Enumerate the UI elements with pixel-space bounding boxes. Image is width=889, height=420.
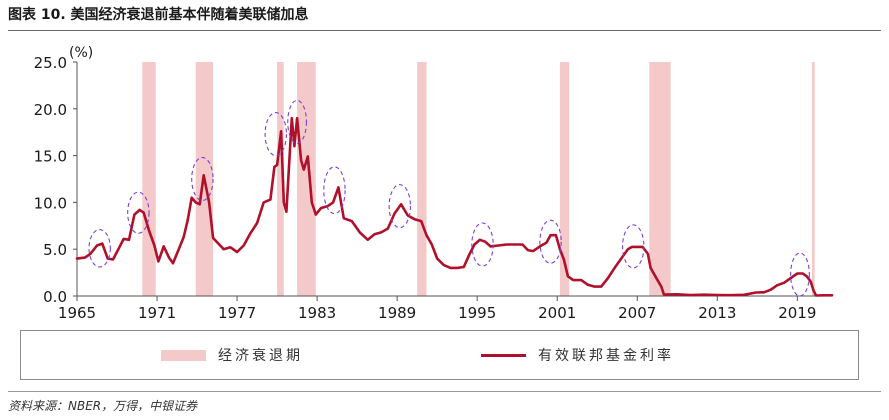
highlight-ellipse-2 bbox=[191, 156, 214, 202]
recession-band-7 bbox=[811, 62, 815, 296]
source-note: 资料来源：NBER，万得，中银证券 bbox=[8, 399, 198, 413]
legend-swatch-rate bbox=[481, 353, 526, 357]
x-tick-label-0: 1965 bbox=[58, 304, 96, 322]
x-tick-label-8: 2013 bbox=[698, 304, 736, 322]
recession-band-0 bbox=[142, 62, 156, 296]
x-tick-label-1: 1971 bbox=[138, 304, 176, 322]
x-tick-label-4: 1989 bbox=[378, 304, 416, 322]
highlight-ellipse-3 bbox=[264, 111, 287, 157]
legend-label-rate: 有效联邦基金利率 bbox=[538, 348, 674, 364]
x-tick-label-9: 2019 bbox=[778, 304, 816, 322]
recession-band-4 bbox=[417, 62, 427, 296]
highlight-ellipse-5 bbox=[323, 166, 346, 215]
highlight-ellipse-0 bbox=[88, 228, 111, 268]
x-tick-label-5: 1995 bbox=[458, 304, 496, 322]
highlight-ellipse-1 bbox=[127, 191, 150, 234]
highlight-ellipse-10 bbox=[790, 252, 810, 297]
highlight-ellipse-6 bbox=[388, 184, 412, 229]
recession-band-5 bbox=[559, 62, 570, 296]
fed-funds-rate-chart: 0.0 5.0 10.0 15.0 20.0 25.0(%) 1965 1971 1977 198… bbox=[34, 45, 834, 322]
recession-bands bbox=[142, 62, 815, 296]
title-divider bbox=[8, 30, 881, 31]
footer-divider bbox=[8, 391, 881, 392]
recession-band-6 bbox=[649, 62, 671, 296]
legend-label-recession: 经济衰退期 bbox=[218, 348, 303, 364]
highlight-ellipse-8 bbox=[539, 219, 562, 264]
y-axis-unit-label: (%) bbox=[69, 45, 93, 61]
chart-legend: 经济衰退期 有效联邦基金利率 bbox=[20, 330, 859, 380]
chart-axes: 0.0 5.0 10.0 15.0 20.0 25.0(%) 1965 1971 1977 198… bbox=[34, 45, 832, 322]
y-tick-label-1: 5.0 bbox=[43, 241, 67, 259]
y-tick-label-3: 15.0 bbox=[34, 148, 67, 166]
highlight-ellipses bbox=[88, 99, 810, 297]
rate-line-layer bbox=[75, 116, 834, 297]
y-tick-label-2: 10.0 bbox=[34, 194, 67, 212]
y-tick-label-5: 25.0 bbox=[34, 54, 67, 72]
y-tick-label-0: 0.0 bbox=[43, 288, 67, 306]
highlight-ellipse-9 bbox=[622, 224, 645, 269]
highlight-ellipse-7 bbox=[471, 222, 494, 267]
recession-band-3 bbox=[297, 62, 316, 296]
legend-swatch-recession bbox=[161, 349, 206, 361]
recession-band-2 bbox=[277, 62, 284, 296]
highlight-ellipse-4 bbox=[287, 99, 307, 144]
figure-title: 图表 10. 美国经济衰退前基本伴随着美联储加息 bbox=[8, 7, 309, 23]
x-tick-label-3: 1983 bbox=[298, 304, 336, 322]
x-tick-label-6: 2001 bbox=[538, 304, 576, 322]
legend-item-rate: 有效联邦基金利率 bbox=[481, 345, 674, 365]
legend-item-recession: 经济衰退期 bbox=[161, 345, 303, 365]
x-tick-label-2: 1977 bbox=[218, 304, 256, 322]
y-tick-label-4: 20.0 bbox=[34, 101, 67, 119]
series-line-fed-funds-rate bbox=[75, 116, 834, 297]
x-tick-label-7: 2007 bbox=[618, 304, 656, 322]
